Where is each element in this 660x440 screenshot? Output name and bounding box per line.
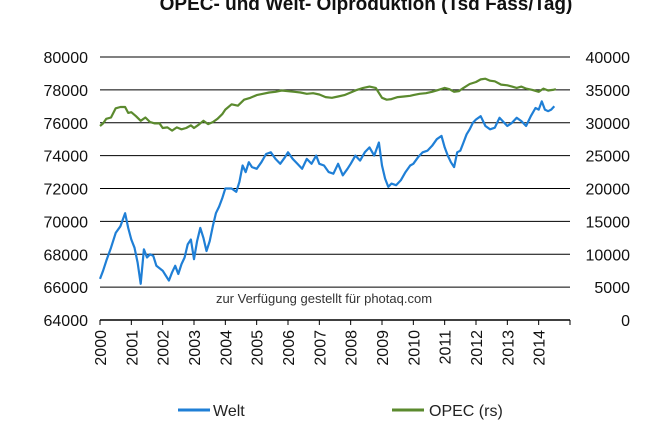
left-tick-label: 72000 bbox=[44, 182, 89, 199]
x-tick-label: 2014 bbox=[532, 330, 549, 366]
x-tick-label: 2000 bbox=[93, 330, 110, 366]
left-tick-label: 74000 bbox=[44, 149, 89, 166]
x-axis: 2000 2001 2002 2003 2004 2005 2006 2007 2008 2009… bbox=[93, 320, 571, 366]
x-tick-label: 2001 bbox=[124, 330, 141, 366]
x-tick-label: 2013 bbox=[500, 330, 517, 366]
left-tick-label: 78000 bbox=[44, 83, 89, 100]
left-tick-label: 80000 bbox=[44, 50, 89, 67]
x-tick-label: 2002 bbox=[156, 330, 173, 366]
right-tick-label: 5000 bbox=[594, 280, 630, 297]
x-tick-label: 2005 bbox=[250, 330, 267, 366]
chart-title: OPEC- und Welt- Ölproduktion (Tsd Fass/T… bbox=[160, 0, 573, 15]
left-axis: 64000 66000 68000 70000 72000 74000 76000 78000… bbox=[44, 50, 89, 330]
left-tick-label: 76000 bbox=[44, 116, 89, 133]
right-tick-label: 35000 bbox=[586, 83, 631, 100]
legend-label-opec: OPEC (rs) bbox=[429, 403, 503, 420]
series-line-welt bbox=[98, 100, 556, 285]
x-tick-label: 2004 bbox=[218, 330, 235, 366]
legend: Welt OPEC (rs) bbox=[178, 403, 503, 420]
x-tick-label: 2003 bbox=[187, 330, 204, 366]
left-tick-label: 64000 bbox=[44, 313, 89, 330]
right-tick-label: 15000 bbox=[586, 214, 631, 231]
left-tick-label: 66000 bbox=[44, 280, 89, 297]
series-line-opec bbox=[99, 77, 557, 132]
right-tick-label: 30000 bbox=[586, 116, 631, 133]
left-tick-label: 70000 bbox=[44, 214, 89, 231]
legend-label-welt: Welt bbox=[213, 403, 245, 420]
x-tick-label: 2006 bbox=[281, 330, 298, 366]
x-tick-label: 2008 bbox=[344, 330, 361, 366]
right-tick-label: 0 bbox=[621, 313, 630, 330]
watermark-text: zur Verfügung gestellt für photaq.com bbox=[216, 291, 432, 306]
x-tick-label: 2010 bbox=[406, 330, 423, 366]
x-tick-label: 2007 bbox=[312, 330, 329, 366]
x-tick-label: 2011 bbox=[438, 330, 455, 365]
x-tick-label: 2012 bbox=[469, 330, 486, 366]
right-tick-label: 10000 bbox=[586, 247, 631, 264]
right-axis: 0 5000 10000 15000 20000 25000 30000 35000 40000 bbox=[586, 50, 631, 330]
right-tick-label: 25000 bbox=[586, 149, 631, 166]
left-tick-label: 68000 bbox=[44, 247, 89, 264]
series-group bbox=[98, 77, 557, 285]
right-tick-label: 20000 bbox=[586, 182, 631, 199]
right-tick-label: 40000 bbox=[586, 50, 631, 67]
grid bbox=[100, 56, 570, 321]
x-tick-label: 2009 bbox=[375, 330, 392, 366]
